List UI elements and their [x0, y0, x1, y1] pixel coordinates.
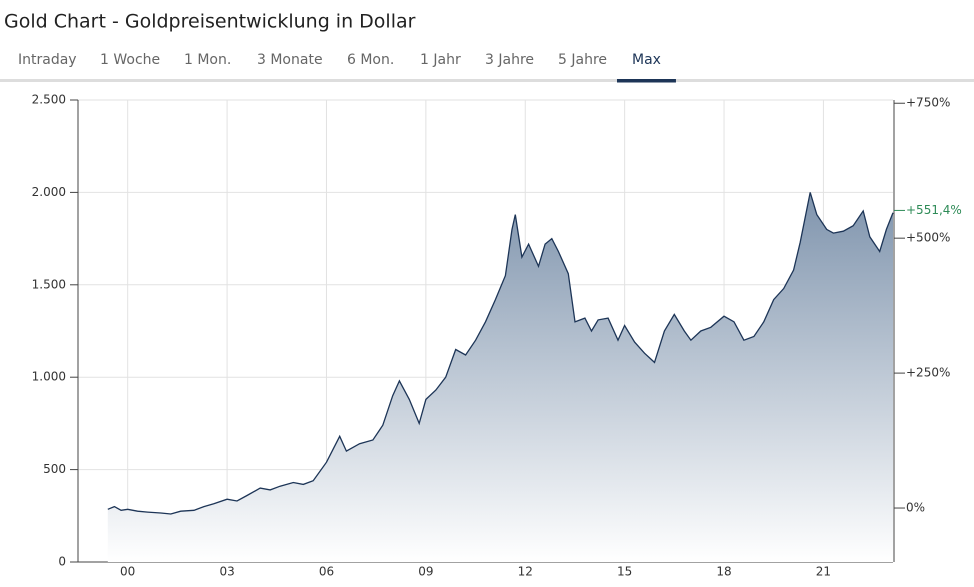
plot: 0 500 1.000 1.500 2.000 2.500 00 03 06 09 12 15 18 21…: [32, 93, 962, 579]
y2-tick-label: +750%: [906, 96, 950, 110]
chart-title: Gold Chart - Goldpreisentwicklung in Dol…: [4, 11, 416, 33]
last-value-label: +551,4%: [906, 203, 962, 217]
line: [107, 192, 894, 515]
y2-tick-label: +500%: [906, 231, 950, 245]
tab[interactable]: 3 Jahre: [485, 52, 534, 68]
y-tick-label: 2.500: [32, 93, 66, 107]
tab[interactable]: 1 Woche: [100, 52, 160, 68]
area: [107, 192, 894, 562]
x-tick-label: 12: [518, 565, 533, 579]
tab[interactable]: 3 Monate: [257, 52, 323, 68]
y-tick-label: 500: [43, 462, 66, 476]
y2-tick-label: 0%: [906, 501, 925, 515]
tab[interactable]: 1 Jahr: [420, 52, 461, 68]
x-tick-label: 21: [816, 565, 831, 579]
y-tick-label: 1.500: [32, 277, 66, 291]
tab[interactable]: 5 Jahre: [558, 52, 607, 68]
x-tick-label: 00: [120, 565, 135, 579]
y-tick-label: 2.000: [32, 185, 66, 199]
tab[interactable]: 1 Mon.: [184, 52, 231, 68]
x-tick-label: 09: [418, 565, 433, 579]
y-tick-label: 0: [58, 555, 66, 569]
x-tick-label: 06: [319, 565, 334, 579]
x-tick-label: 15: [617, 565, 632, 579]
active-tab-indicator: [617, 79, 676, 83]
x-tick-label: 03: [219, 565, 234, 579]
y-tick-label: 1.000: [32, 370, 66, 384]
tab[interactable]: 6 Mon.: [347, 52, 394, 68]
y2-tick-label: +250%: [906, 366, 950, 380]
x-tick-label: 18: [716, 565, 731, 579]
tab[interactable]: Intraday: [18, 52, 77, 68]
tabs: Intraday 1 Woche 1 Mon. 3 Monate 6 Mon. 1 Jah…: [18, 52, 676, 83]
tab[interactable]: Max: [632, 52, 661, 68]
